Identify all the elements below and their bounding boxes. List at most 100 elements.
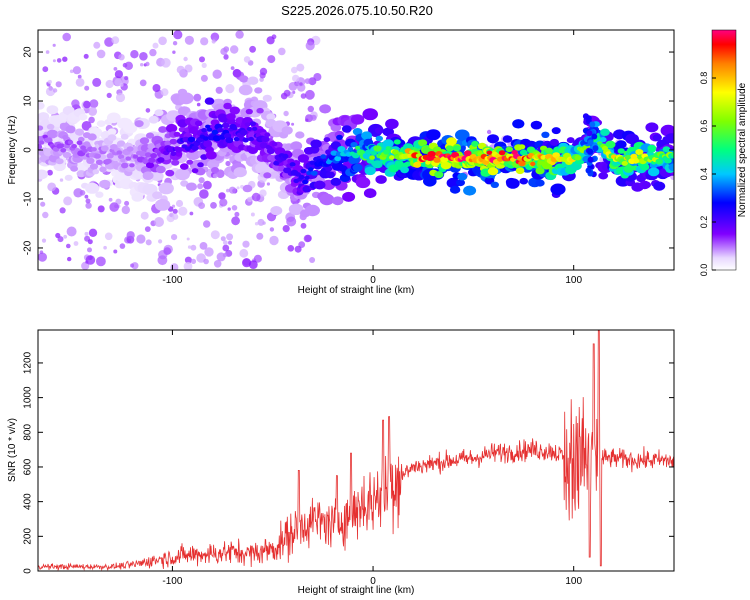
spectral-blob <box>648 167 660 177</box>
spectral-blob <box>266 147 275 155</box>
spectral-blob <box>550 183 566 196</box>
spectral-speckle <box>201 62 207 68</box>
spectral-speckle <box>96 49 106 59</box>
spectral-blob <box>65 125 76 134</box>
spectral-blob <box>630 153 638 160</box>
spectral-blob <box>505 146 513 153</box>
spectral-blob <box>158 182 174 195</box>
spectral-speckle <box>85 202 92 209</box>
spectral-blob <box>242 184 253 193</box>
spectral-speckle <box>225 84 235 94</box>
spectral-speckle <box>204 247 214 257</box>
spectral-blob <box>382 139 394 148</box>
spectral-speckle <box>130 50 139 59</box>
spectral-blob <box>342 191 356 202</box>
spectral-blob <box>62 151 71 159</box>
spectral-blob <box>355 145 361 150</box>
spectral-blob <box>169 138 178 145</box>
spectral-blob <box>246 127 252 131</box>
x-tick-label: -100 <box>162 576 182 587</box>
spectral-blob <box>549 138 560 146</box>
spectral-speckle <box>40 201 46 207</box>
spectral-speckle <box>262 221 266 225</box>
spectral-blob <box>221 122 230 129</box>
spectral-speckle <box>158 239 163 244</box>
spectral-blob <box>551 127 561 135</box>
spectral-speckle <box>199 56 205 63</box>
spectral-speckle <box>55 81 62 88</box>
spectral-blob <box>541 131 550 138</box>
spectral-speckle <box>114 70 123 79</box>
spectral-speckle <box>171 204 176 208</box>
spectral-blob <box>306 170 312 176</box>
spectral-speckle <box>63 234 68 239</box>
spectral-blob <box>490 181 499 188</box>
spectral-speckle <box>215 86 223 94</box>
spectral-blob <box>446 137 457 146</box>
spectral-blob <box>336 134 343 140</box>
spectral-speckle <box>83 53 89 59</box>
snr-x-ticks: -100 0 100 <box>162 330 582 587</box>
spectral-blob <box>105 158 112 164</box>
spectral-speckle <box>96 256 106 267</box>
spectral-blob <box>154 148 161 154</box>
spectral-blob <box>148 115 159 124</box>
colorbar-label: Normalized spectral amplitude <box>737 82 748 217</box>
spectral-blob <box>389 155 395 160</box>
spectral-speckle <box>278 47 286 56</box>
spectral-blob <box>55 158 64 165</box>
spectral-blob <box>62 135 68 140</box>
spectral-blob <box>426 129 441 141</box>
spectral-blob <box>440 156 449 163</box>
spectral-blob <box>247 76 259 85</box>
spectral-blob <box>152 191 163 200</box>
spectral-blob <box>158 126 168 133</box>
spectral-speckle <box>309 257 316 263</box>
spectral-speckle <box>227 207 231 211</box>
spectral-blob <box>118 154 125 160</box>
y-tick-label: 20 <box>23 46 34 58</box>
spectral-speckle <box>66 243 71 249</box>
spectral-speckle <box>172 41 178 46</box>
spectral-speckle <box>307 105 314 113</box>
spectral-speckle <box>178 206 188 216</box>
spectral-speckle <box>124 61 133 70</box>
spectral-speckle <box>119 243 126 249</box>
spectral-blob <box>139 150 147 157</box>
spectral-speckle <box>292 74 300 83</box>
spectral-speckle <box>115 198 122 205</box>
spectral-blob <box>178 92 194 105</box>
spectral-speckle <box>109 202 119 212</box>
spectral-speckle <box>242 258 251 266</box>
spectral-blob <box>106 112 121 124</box>
spectral-speckle <box>154 217 164 227</box>
spectral-speckle <box>84 194 89 199</box>
spectral-blob <box>38 112 50 122</box>
spectral-blob <box>449 185 461 194</box>
spectral-blob <box>89 163 99 170</box>
spectral-speckle <box>189 211 194 216</box>
spectral-speckle <box>126 231 135 240</box>
snr-series-line <box>38 330 674 571</box>
spectral-blob <box>393 139 401 145</box>
spectral-blob <box>350 114 365 125</box>
colorbar-tick-label: 0.0 <box>699 264 709 277</box>
spectral-blob <box>635 149 644 156</box>
spectral-speckle <box>75 78 85 87</box>
spectral-blob <box>364 166 376 176</box>
spectral-speckle <box>172 208 178 214</box>
spectral-blob <box>191 168 199 174</box>
spectral-blob <box>180 180 189 187</box>
spectral-blob <box>233 167 247 178</box>
x-tick-label: -100 <box>162 275 182 286</box>
spectral-blob <box>211 167 219 174</box>
spectral-speckle <box>105 79 114 89</box>
spectral-blob <box>180 163 189 170</box>
spectral-speckle <box>45 86 56 97</box>
spectral-speckle <box>291 66 298 74</box>
spectral-blob <box>46 105 59 115</box>
spectral-blob <box>375 175 387 184</box>
spectral-speckle <box>231 205 238 211</box>
